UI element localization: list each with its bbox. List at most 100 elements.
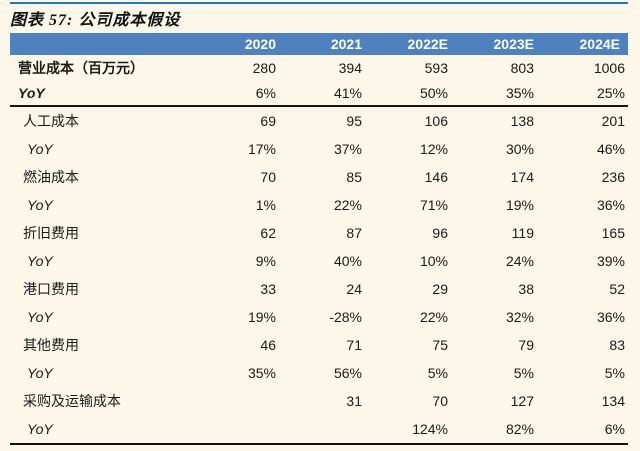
- column-header-2024e: 2024E: [542, 33, 628, 55]
- figure-title: 图表 57: 公司成本假设: [10, 12, 181, 29]
- value-cell: 22%: [419, 309, 448, 325]
- value-cell: 12%: [419, 141, 448, 157]
- row-label: 其他费用: [23, 339, 79, 354]
- value-cell: 119: [511, 225, 534, 241]
- value-cell: 69: [260, 113, 276, 129]
- value-cell: 75: [432, 337, 448, 353]
- table-row-fuel-cost: 燃油成本 70 85 146 174 236: [10, 163, 628, 191]
- table-row-yoy: YoY 9% 40% 10% 24% 39%: [10, 247, 628, 275]
- table-row-yoy: YoY 35% 56% 5% 5% 5%: [10, 359, 628, 387]
- column-header-2021: 2021: [284, 33, 370, 55]
- value-cell: 280: [252, 60, 276, 76]
- value-cell: 37%: [333, 141, 362, 157]
- value-cell: -28%: [329, 309, 362, 325]
- row-label: YoY: [27, 309, 53, 325]
- value-cell: 39%: [596, 253, 625, 269]
- column-header-2022e: 2022E: [370, 33, 456, 55]
- row-label: YoY: [18, 85, 45, 101]
- value-cell: 22%: [333, 197, 362, 213]
- value-cell: 124%: [412, 421, 448, 437]
- row-label: YoY: [27, 365, 53, 381]
- row-label: YoY: [27, 253, 53, 269]
- value-cell: 71: [346, 337, 362, 353]
- value-cell: 33: [260, 281, 276, 297]
- value-cell: 29: [432, 281, 448, 297]
- value-cell: 19%: [247, 309, 276, 325]
- value-cell: 24%: [505, 253, 534, 269]
- value-cell: 50%: [419, 85, 448, 101]
- value-cell: 36%: [596, 197, 625, 213]
- column-header-2023e: 2023E: [456, 33, 542, 55]
- value-cell: 56%: [333, 365, 362, 381]
- value-cell: 30%: [505, 141, 534, 157]
- value-cell: 394: [338, 60, 362, 76]
- value-cell: 35%: [247, 365, 276, 381]
- value-cell: 6%: [604, 421, 625, 437]
- table-row-labor-cost: 人工成本 69 95 106 138 201: [10, 106, 628, 135]
- table-row-yoy: YoY 17% 37% 12% 30% 46%: [10, 135, 628, 163]
- value-cell: 5%: [513, 365, 534, 381]
- value-cell: 24: [346, 281, 362, 297]
- value-cell: 41%: [333, 85, 362, 101]
- column-header-2020: 2020: [198, 33, 284, 55]
- value-cell: 38: [518, 281, 534, 297]
- value-cell: 36%: [596, 309, 625, 325]
- table-row-operating-cost: 营业成本（百万元） 280 394 593 803 1006: [10, 55, 628, 81]
- value-cell: 46%: [596, 141, 625, 157]
- value-cell: 35%: [505, 85, 534, 101]
- value-cell: 70: [432, 393, 448, 409]
- value-cell: 40%: [333, 253, 362, 269]
- table-row-yoy: YoY 6% 41% 50% 35% 25%: [10, 81, 628, 106]
- row-label: 营业成本（百万元）: [18, 62, 144, 77]
- value-cell: 165: [601, 225, 625, 241]
- table-row-other-expenses: 其他费用 46 71 75 79 83: [10, 331, 628, 359]
- table-row-yoy: YoY 124% 82% 6%: [10, 415, 628, 444]
- table-row-yoy: YoY 1% 22% 71% 19% 36%: [10, 191, 628, 219]
- value-cell: 5%: [604, 365, 625, 381]
- value-cell: 19%: [505, 197, 534, 213]
- value-cell: 79: [518, 337, 534, 353]
- value-cell: 803: [510, 60, 534, 76]
- value-cell: 70: [260, 169, 276, 185]
- table-row-depreciation: 折旧费用 62 87 96 119 165: [10, 219, 628, 247]
- row-label: 燃油成本: [23, 171, 79, 186]
- value-cell: 95: [346, 113, 362, 129]
- value-cell: 127: [510, 393, 534, 409]
- value-cell: 138: [510, 113, 534, 129]
- header-empty-cell: [10, 33, 198, 55]
- value-cell: 32%: [505, 309, 534, 325]
- row-label: 人工成本: [23, 115, 79, 130]
- value-cell: 46: [260, 337, 276, 353]
- value-cell: 62: [260, 225, 276, 241]
- value-cell: 5%: [427, 365, 448, 381]
- value-cell: 10%: [419, 253, 448, 269]
- table-row-yoy: YoY 19% -28% 22% 32% 36%: [10, 303, 628, 331]
- value-cell: 236: [601, 169, 625, 185]
- value-cell: 174: [510, 169, 534, 185]
- row-label: YoY: [27, 141, 53, 157]
- value-cell: 25%: [596, 85, 625, 101]
- value-cell: [198, 387, 284, 415]
- figure-content: 图表 57: 公司成本假设 2020 2021 2022E 2023E 2024…: [10, 2, 628, 445]
- table-row-port-fees: 港口费用 33 24 29 38 52: [10, 275, 628, 303]
- row-label: YoY: [27, 421, 53, 437]
- value-cell: 17%: [247, 141, 276, 157]
- value-cell: 52: [609, 281, 625, 297]
- row-label: 港口费用: [23, 283, 79, 298]
- value-cell: 106: [424, 113, 448, 129]
- value-cell: [284, 415, 370, 444]
- row-label: 折旧费用: [23, 227, 79, 242]
- row-label: 采购及运输成本: [23, 395, 121, 410]
- value-cell: 83: [609, 337, 625, 353]
- value-cell: 146: [424, 169, 448, 185]
- value-cell: 1%: [255, 197, 276, 213]
- value-cell: 593: [424, 60, 448, 76]
- value-cell: 85: [346, 169, 362, 185]
- value-cell: 6%: [255, 85, 276, 101]
- value-cell: 201: [601, 113, 625, 129]
- value-cell: 9%: [255, 253, 276, 269]
- value-cell: [198, 415, 284, 444]
- value-cell: 31: [346, 393, 362, 409]
- value-cell: 1006: [593, 60, 625, 76]
